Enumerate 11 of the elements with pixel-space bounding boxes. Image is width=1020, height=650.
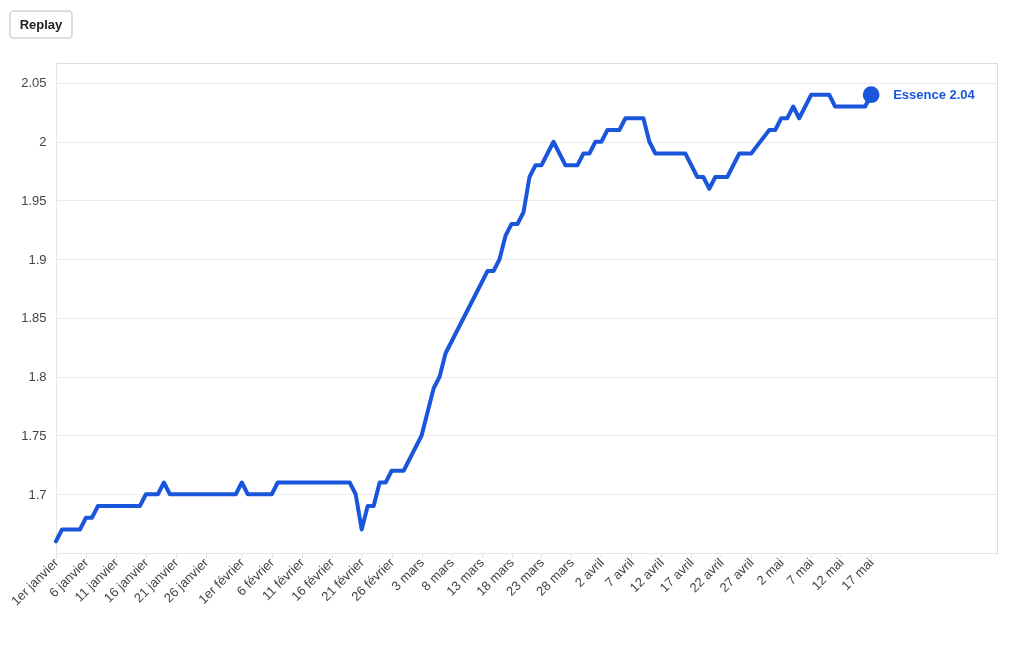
y-tick-label: 1.85	[21, 310, 47, 326]
text: Essence 2.04	[893, 86, 975, 102]
y-tick-label: 2.05	[21, 75, 47, 91]
y-tick-label: 1.9	[28, 251, 47, 267]
text: Replay	[19, 17, 64, 32]
y-tick-label: 2	[39, 134, 47, 150]
y-tick-label: 1.95	[21, 192, 47, 208]
y-tick-label: 1.75	[21, 427, 47, 443]
y-tick-label: 1.8	[28, 369, 47, 385]
x-tick-label: 2 mai	[753, 554, 787, 588]
y-tick-label: 1.7	[28, 486, 47, 502]
